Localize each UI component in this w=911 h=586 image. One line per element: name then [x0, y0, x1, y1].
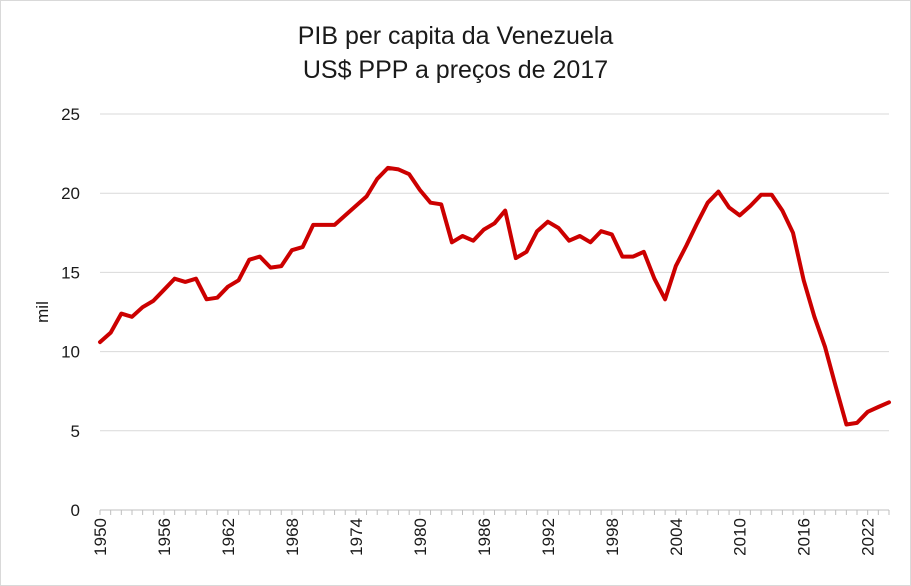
x-tick-label: 1956 — [155, 518, 174, 556]
y-axis-label: mil — [33, 301, 52, 323]
x-tick-label: 1986 — [475, 518, 494, 556]
y-tick-label: 20 — [61, 184, 80, 203]
x-tick-label: 1950 — [91, 518, 110, 556]
gridlines — [100, 113, 889, 432]
chart-subtitle: US$ PPP a preços de 2017 — [302, 56, 609, 84]
tick-labels: 0 5 10 15 20 25 1950 1956 1962 1968 1974 1980 1986 19… — [61, 105, 878, 556]
x-tick-label: 2010 — [731, 518, 750, 556]
x-tick-label: 1974 — [347, 518, 366, 556]
y-tick-label: 0 — [71, 501, 80, 520]
chart-title: PIB per capita da Venezuela — [297, 22, 614, 50]
y-tick-label: 15 — [61, 263, 80, 282]
x-tick-label: 1980 — [411, 518, 430, 556]
series-line — [98, 165, 891, 427]
axes — [99, 509, 890, 515]
series-layer — [98, 165, 891, 427]
x-tick-label: 1968 — [283, 518, 302, 556]
y-tick-label: 10 — [61, 343, 80, 362]
x-tick-label: 2016 — [795, 518, 814, 556]
x-tick-label: 2022 — [859, 518, 878, 556]
x-tick-label: 1992 — [539, 518, 558, 556]
x-tick-label: 1962 — [219, 518, 238, 556]
x-tick-label: 1998 — [603, 518, 622, 556]
x-tick-label: 2004 — [667, 518, 686, 556]
y-tick-label: 25 — [61, 105, 80, 124]
y-tick-label: 5 — [71, 422, 80, 441]
